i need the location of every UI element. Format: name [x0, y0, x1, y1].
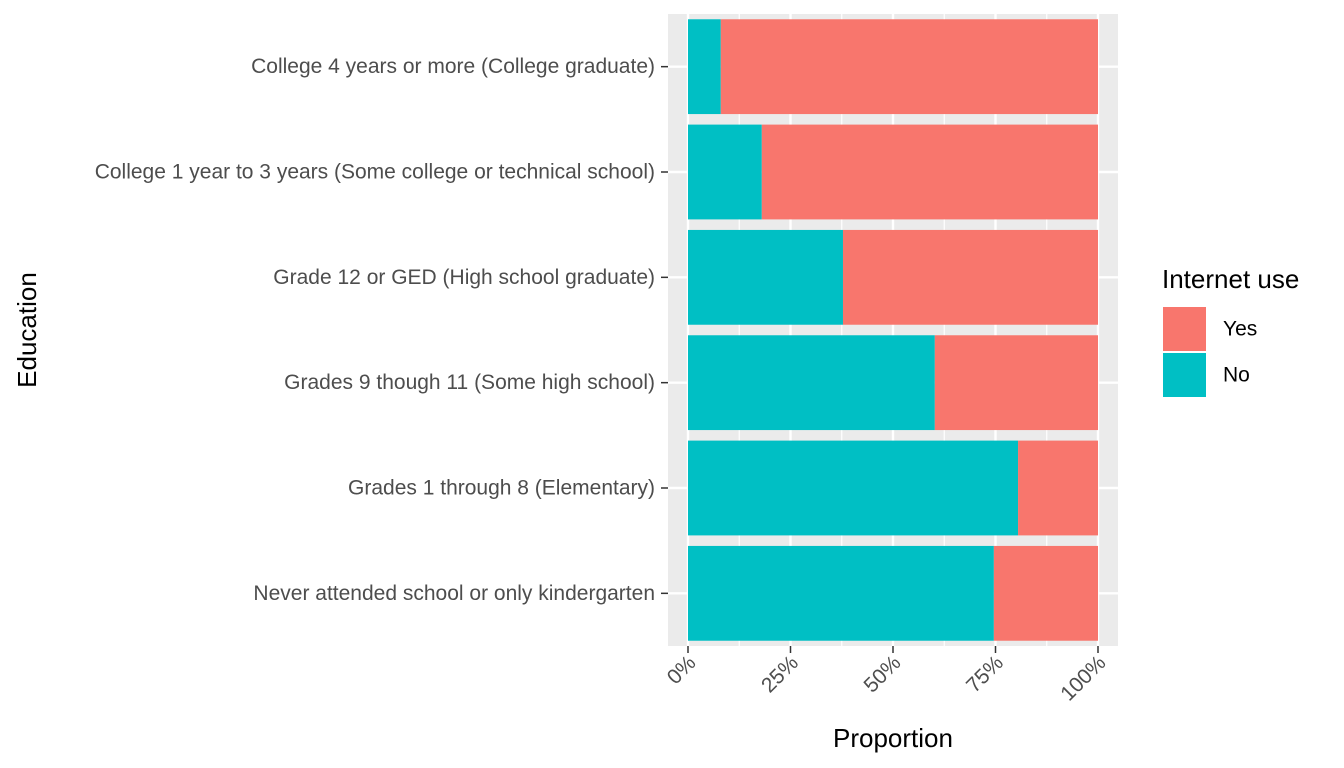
y-tick-label: Grades 1 through 8 (Elementary): [348, 477, 655, 500]
y-axis: College 4 years or more (College graduat…: [95, 55, 668, 605]
x-tick-label: 25%: [757, 651, 803, 697]
legend-label-no: No: [1223, 364, 1250, 387]
y-tick-label: Never attended school or only kindergart…: [253, 582, 655, 605]
legend: Internet use Yes No: [1162, 264, 1299, 397]
bar-no-3: [688, 335, 935, 431]
x-tick-label: 75%: [962, 651, 1008, 697]
x-tick-label: 0%: [663, 651, 701, 689]
y-tick-label: Grade 12 or GED (High school graduate): [273, 266, 655, 289]
x-axis-title: Proportion: [833, 723, 953, 753]
bar-no-4: [688, 440, 1019, 536]
legend-label-yes: Yes: [1223, 318, 1257, 341]
bars: [688, 19, 1098, 641]
x-tick-label: 100%: [1056, 651, 1110, 705]
legend-key-yes: [1163, 307, 1206, 351]
bar-yes-1: [761, 124, 1098, 220]
bar-no-5: [688, 545, 994, 641]
y-tick-label: College 1 year to 3 years (Some college …: [95, 161, 655, 184]
bar-yes-0: [720, 19, 1098, 115]
legend-title: Internet use: [1162, 264, 1299, 294]
bar-yes-4: [1018, 440, 1098, 536]
bar-no-2: [688, 229, 843, 325]
bar-yes-2: [842, 229, 1098, 325]
bar-yes-3: [934, 335, 1098, 431]
legend-key-no: [1163, 353, 1206, 397]
y-tick-label: Grades 9 though 11 (Some high school): [284, 371, 655, 394]
x-tick-label: 50%: [860, 651, 906, 697]
bar-no-0: [688, 19, 721, 115]
y-axis-title: Education: [12, 272, 42, 388]
bar-yes-5: [993, 545, 1098, 641]
y-tick-label: College 4 years or more (College graduat…: [251, 55, 655, 78]
grid-minor: [738, 14, 1048, 646]
x-axis: 0% 25% 50% 75% 100%: [663, 646, 1111, 706]
bar-no-1: [688, 124, 762, 220]
